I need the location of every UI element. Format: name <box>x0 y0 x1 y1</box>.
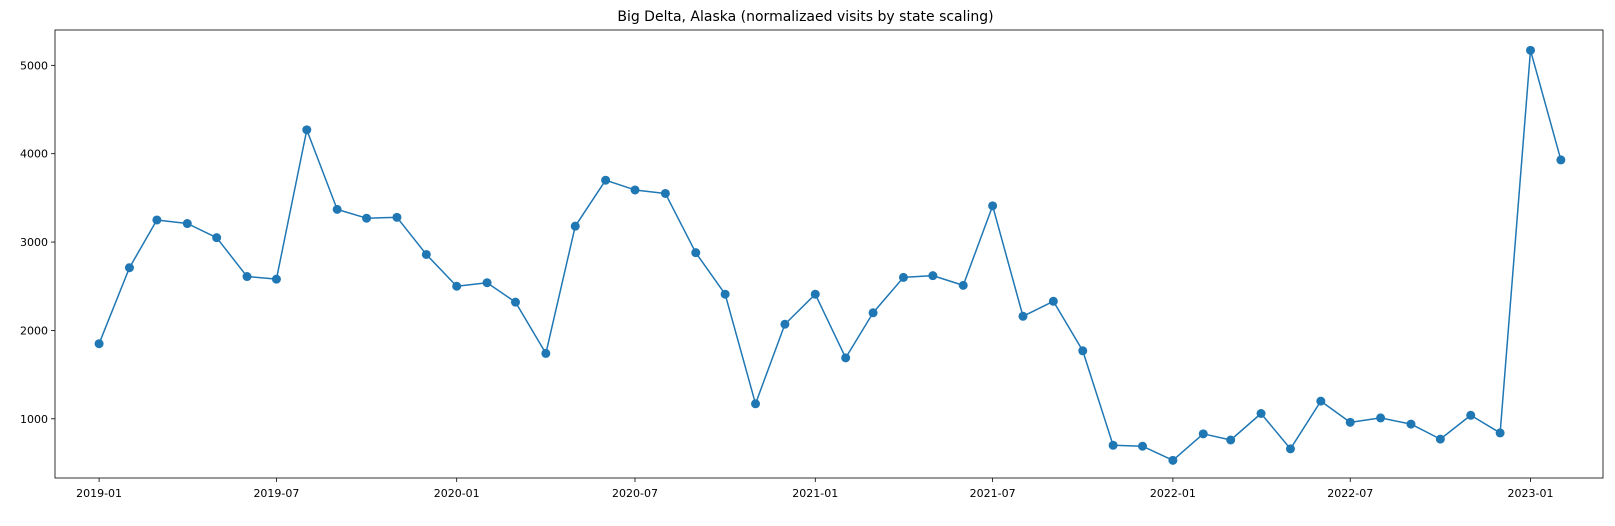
data-point <box>780 319 790 329</box>
data-point <box>362 213 372 223</box>
data-point <box>1345 417 1355 427</box>
x-tick-label: 2022-07 <box>1327 487 1373 500</box>
data-point <box>570 221 580 231</box>
data-point <box>988 201 998 211</box>
data-point <box>1018 311 1028 321</box>
data-point <box>1168 455 1178 465</box>
data-point <box>152 215 162 225</box>
data-point <box>1198 429 1208 439</box>
data-point <box>271 274 281 284</box>
data-point <box>1285 444 1295 454</box>
axes-frame <box>54 29 1604 479</box>
x-tick-label: 2022-01 <box>1150 487 1196 500</box>
y-tick-label: 1000 <box>20 413 48 426</box>
y-tick-label: 5000 <box>20 59 48 72</box>
data-point <box>810 289 820 299</box>
chart-title: Big Delta, Alaska (normalizaed visits by… <box>617 9 993 25</box>
data-point <box>1108 440 1118 450</box>
y-tick-label: 2000 <box>20 324 48 337</box>
data-point <box>302 125 312 135</box>
data-point <box>1138 441 1148 451</box>
x-tick-label: 2021-07 <box>970 487 1016 500</box>
data-point <box>1435 434 1445 444</box>
series-line <box>98 49 1562 462</box>
data-point <box>601 175 611 185</box>
x-tick-label: 2019-01 <box>76 487 122 500</box>
data-point <box>958 280 968 290</box>
plot-area: 2019-01 2019-07 2020-01 2020-07 2021-01 2021-… <box>20 45 1566 500</box>
data-point <box>1495 428 1505 438</box>
data-point <box>541 348 551 358</box>
data-point <box>1226 435 1236 445</box>
data-point <box>1526 45 1535 55</box>
x-tick-label: 2020-01 <box>434 487 480 500</box>
x-tick-label: 2023-01 <box>1508 487 1554 500</box>
data-point <box>898 272 908 282</box>
x-tick-label: 2020-07 <box>612 487 658 500</box>
data-point <box>510 297 520 307</box>
x-tick-label: 2021-01 <box>792 487 838 500</box>
data-point <box>691 248 701 258</box>
data-point <box>1256 409 1266 418</box>
y-tick-label: 3000 <box>20 236 48 249</box>
data-point <box>1376 413 1386 423</box>
data-point <box>1556 155 1566 165</box>
data-point <box>392 212 402 222</box>
data-point <box>212 233 222 243</box>
data-point <box>751 399 761 409</box>
data-point <box>1316 396 1326 406</box>
data-point <box>1406 419 1416 429</box>
data-point <box>482 278 492 288</box>
data-point <box>1078 346 1088 356</box>
data-point <box>868 308 878 318</box>
data-point <box>841 353 851 363</box>
x-tick-label: 2019-07 <box>253 487 299 500</box>
data-point <box>421 249 431 259</box>
data-point <box>928 271 938 281</box>
data-point <box>94 339 104 349</box>
data-point <box>452 281 462 291</box>
data-point <box>182 219 192 229</box>
data-point <box>720 289 730 299</box>
data-point <box>242 272 252 282</box>
data-point <box>660 188 670 198</box>
data-point <box>1048 296 1058 306</box>
data-point <box>630 185 640 195</box>
y-tick-label: 4000 <box>20 148 48 161</box>
data-point <box>124 263 134 273</box>
data-point <box>332 204 342 214</box>
data-point <box>1466 410 1476 420</box>
